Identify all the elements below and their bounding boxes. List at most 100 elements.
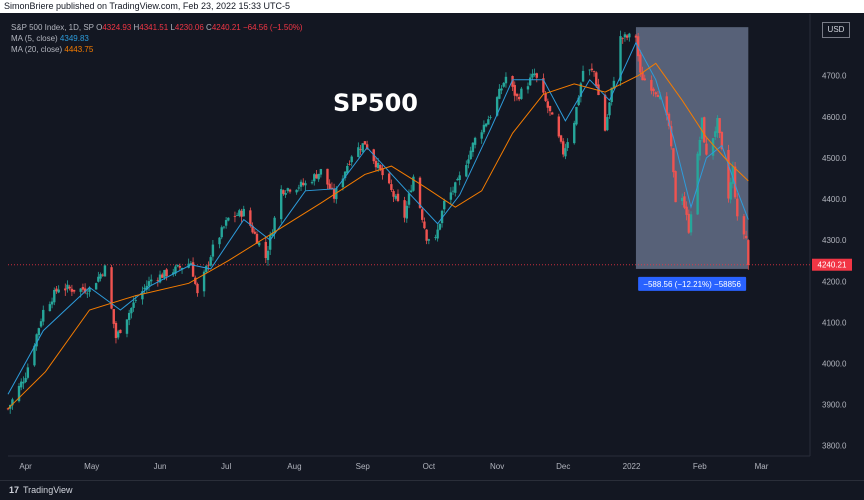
candle-body: [562, 141, 565, 155]
candle-body: [88, 287, 91, 292]
tradingview-logo-icon[interactable]: 17: [9, 485, 20, 495]
symbol-label[interactable]: S&P 500 Index, 1D, SP: [11, 23, 94, 32]
candle-body: [405, 205, 408, 219]
candle-body: [513, 85, 516, 96]
candle-body: [196, 283, 199, 294]
candle-body: [165, 269, 168, 277]
candle-body: [438, 223, 442, 230]
candle-body: [328, 183, 331, 189]
legend-row-ma5[interactable]: MA (5, close) 4349.83: [11, 33, 303, 44]
candle-body: [480, 132, 483, 139]
candle-body: [727, 150, 730, 199]
ma-lines-group: [7, 41, 749, 410]
candle-body: [233, 216, 237, 217]
candle-body: [575, 106, 578, 125]
candle-body: [191, 262, 195, 277]
candle-body: [577, 97, 580, 106]
candle-body: [348, 164, 351, 165]
candle-body: [526, 86, 530, 90]
candle-body: [696, 153, 699, 215]
candle-body: [595, 72, 598, 87]
candle-body: [421, 209, 424, 220]
candle-body: [68, 286, 71, 289]
candle-body: [251, 225, 254, 233]
candle-body: [703, 117, 706, 143]
change-value: −64.56 (−1.50%): [242, 23, 303, 32]
candle-body: [50, 301, 54, 305]
currency-button[interactable]: USD: [822, 22, 850, 38]
candle-body: [667, 113, 671, 126]
candle-body: [379, 164, 382, 170]
candle-body: [163, 270, 166, 278]
candle-body: [114, 322, 118, 339]
candle-body: [557, 116, 561, 137]
candle-body: [310, 182, 314, 184]
candle-body: [365, 144, 369, 150]
candle-body: [495, 97, 499, 116]
candle-body: [619, 36, 622, 81]
x-tick-label: Feb: [693, 462, 707, 471]
candle-body: [315, 174, 318, 179]
legend-row-ma20[interactable]: MA (20, close) 4443.75: [11, 44, 303, 55]
candle-body: [515, 93, 519, 97]
candle-body: [26, 367, 30, 378]
candle-body: [83, 288, 87, 293]
candle-body: [202, 271, 206, 292]
measure-label-bg: [638, 276, 747, 291]
candle-body: [97, 276, 100, 282]
candle-body: [573, 122, 576, 144]
candle-body: [449, 192, 453, 200]
candle-body: [205, 265, 208, 273]
y-tick-label: 4100.0: [822, 318, 847, 327]
candle-body: [731, 166, 735, 184]
candle-body: [158, 274, 162, 283]
candle-body: [689, 214, 693, 233]
candle-body: [280, 189, 283, 220]
x-axis: Apr May Jun Jul Aug Sep Oct Nov Dec 2022 Feb Mar: [19, 462, 768, 471]
candle-body: [531, 73, 534, 78]
candle-body: [42, 309, 45, 322]
candle-body: [304, 183, 307, 186]
candle-body: [161, 274, 164, 278]
candle-body: [528, 77, 532, 86]
price-line-group: 4240.21: [8, 258, 852, 271]
candle-body: [194, 277, 197, 284]
measure-box: [635, 27, 749, 269]
candle-body: [116, 331, 120, 338]
candle-body: [625, 35, 629, 38]
candle-body: [6, 408, 10, 410]
candle-body: [559, 135, 563, 142]
candle-body: [669, 126, 673, 147]
candle-body: [665, 96, 668, 116]
candle-body: [22, 381, 25, 384]
footer-brand[interactable]: TradingView: [23, 485, 73, 495]
candle-body: [473, 137, 477, 145]
candle-body: [132, 302, 135, 308]
candle-body: [674, 171, 677, 203]
candle-body: [733, 166, 737, 198]
candle-body: [79, 288, 82, 292]
y-tick-label: 3900.0: [822, 401, 847, 410]
candle-body: [436, 229, 439, 239]
candle-body: [716, 117, 719, 133]
candle-body: [319, 169, 323, 175]
candle-body: [412, 176, 415, 191]
candle-body: [218, 237, 221, 245]
candle-body: [641, 72, 644, 81]
candle-body: [542, 78, 545, 93]
candle-body: [39, 321, 43, 327]
candle-body: [66, 284, 69, 289]
candle-body: [207, 264, 210, 266]
candle-body: [533, 73, 536, 76]
candle-body: [590, 68, 594, 71]
candle-body: [335, 188, 338, 200]
candle-body: [242, 208, 245, 217]
measure-tool[interactable]: −588.56 (−12.21%) −58856: [635, 27, 749, 291]
candle-body: [249, 210, 252, 226]
candle-body: [482, 124, 486, 133]
candle-body: [55, 288, 58, 292]
candle-body: [714, 131, 717, 137]
candle-body: [211, 244, 215, 257]
x-tick-label: Apr: [19, 462, 32, 471]
